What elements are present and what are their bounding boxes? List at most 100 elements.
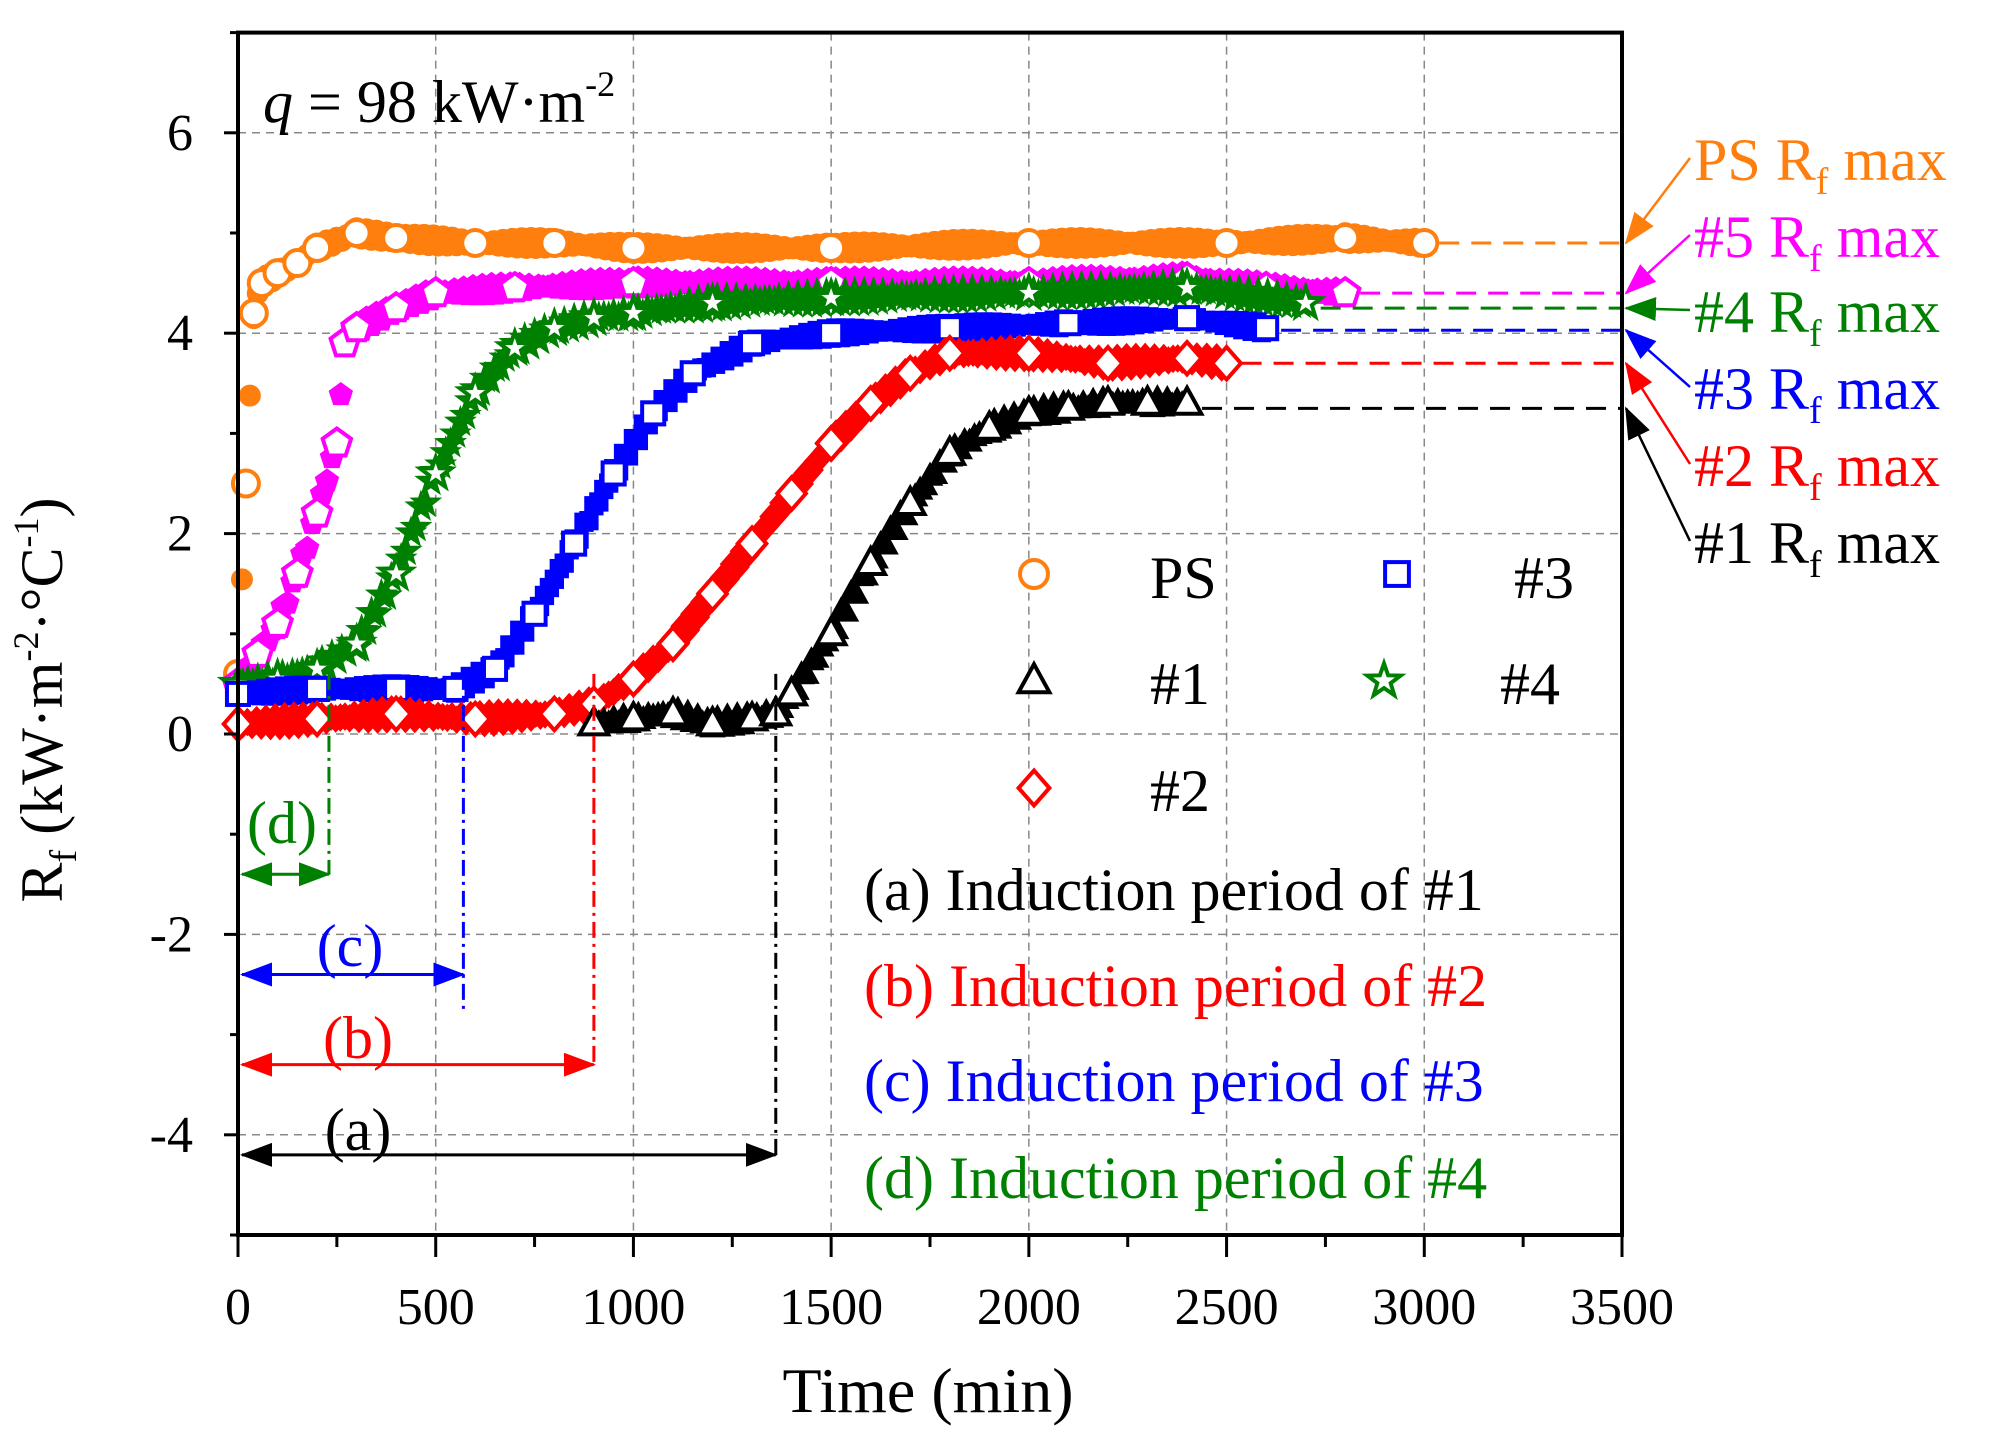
marker-circle xyxy=(1018,558,1050,590)
marker-star xyxy=(612,290,655,332)
marker-circle xyxy=(816,233,847,264)
marker-pentagon xyxy=(314,468,340,492)
y-tick-label: 6 xyxy=(167,105,193,162)
y-axis-title: Rf (kW·m-2·°C-1) xyxy=(6,498,85,903)
marker-triangle xyxy=(832,597,860,622)
marker-star xyxy=(389,533,423,566)
y-tick-label: 0 xyxy=(167,706,193,763)
marker-square xyxy=(442,675,469,702)
marker-diamond xyxy=(458,699,493,739)
induction-legend-text: (a) Induction period of #1 xyxy=(864,857,1484,923)
annotations: PS Rf max#5 Rf max#4 Rf max#3 Rf max#2 R… xyxy=(240,127,1947,1211)
induction-legend-text: (b) Induction period of #2 xyxy=(864,953,1487,1019)
marker-circle xyxy=(230,568,253,591)
induction-legend-text: (c) Induction period of #3 xyxy=(864,1048,1484,1114)
y-tick-label: -4 xyxy=(150,1107,193,1164)
marker-diamond xyxy=(616,659,651,699)
marker-square xyxy=(481,655,509,682)
marker-star xyxy=(691,280,734,322)
marker-triangle xyxy=(882,515,909,541)
x-tick-label: 3500 xyxy=(1570,1279,1674,1336)
legend-item: #2 xyxy=(1015,758,1210,824)
marker-diamond xyxy=(814,424,849,463)
marker-square xyxy=(628,430,649,451)
marker-diamond xyxy=(300,699,335,739)
x-tick-label: 1500 xyxy=(779,1279,883,1336)
marker-diamond xyxy=(735,524,770,563)
legend-item: #1 xyxy=(1015,651,1210,717)
axes: 0 500 1000 1500 2000 2500 3000 3500 -4 -2 0 2 4 6 xyxy=(150,30,1674,1336)
marker-diamond xyxy=(1011,333,1046,373)
marker-diamond xyxy=(1209,343,1244,383)
series-no3 xyxy=(224,305,1280,707)
marker-star xyxy=(493,325,537,367)
marker-square xyxy=(1055,310,1082,337)
y-tick-label: 4 xyxy=(167,305,193,362)
marker-star xyxy=(533,305,576,347)
marker-star xyxy=(1284,280,1327,322)
x-tick-label: 500 xyxy=(397,1279,475,1336)
marker-triangle xyxy=(1129,383,1166,416)
x-tick-label: 2500 xyxy=(1175,1279,1279,1336)
marker-square xyxy=(561,530,588,557)
marker-pentagon xyxy=(340,310,374,343)
rfmax-label: #3 Rf max xyxy=(1694,356,1940,432)
marker-star xyxy=(295,646,339,687)
series-layer xyxy=(216,217,1440,744)
marker-circle xyxy=(1330,223,1361,254)
marker-circle xyxy=(302,233,333,264)
marker-star xyxy=(374,551,418,592)
marker-diamond xyxy=(1170,338,1204,378)
marker-pentagon xyxy=(295,535,320,559)
induction-tag: (b) xyxy=(323,1005,393,1071)
induction-legend-text: (d) Induction period of #4 xyxy=(864,1145,1487,1211)
marker-triangle xyxy=(842,579,870,604)
legend-item: #3 xyxy=(1383,545,1574,611)
marker-diamond xyxy=(1090,343,1125,383)
rfmax-label: PS Rf max xyxy=(1694,127,1947,203)
marker-star xyxy=(809,275,853,317)
x-axis-title: Time (min) xyxy=(783,1355,1074,1426)
marker-triangle xyxy=(793,659,820,684)
marker-square xyxy=(600,460,627,487)
marker-triangle xyxy=(971,408,1007,441)
marker-pentagon xyxy=(379,290,413,323)
marker-diamond xyxy=(379,694,414,734)
marker-circle xyxy=(381,223,412,254)
marker-triangle xyxy=(694,704,731,737)
marker-triangle xyxy=(932,433,968,466)
marker-pentagon xyxy=(328,381,354,406)
marker-circle xyxy=(238,384,261,407)
marker-diamond xyxy=(656,624,690,664)
marker-triangle xyxy=(813,614,849,647)
marker-triangle xyxy=(734,699,770,732)
marker-diamond xyxy=(853,384,888,423)
marker-pentagon xyxy=(260,606,295,638)
rfmax-arrow xyxy=(1624,406,1692,542)
legend-label: #1 xyxy=(1150,651,1210,717)
rfmax-arrow xyxy=(1624,328,1691,388)
legend-label: PS xyxy=(1150,545,1217,611)
marker-star xyxy=(369,578,403,611)
marker-square xyxy=(1173,305,1201,332)
marker-circle xyxy=(1211,228,1242,259)
induction-tag: (a) xyxy=(325,1097,392,1163)
rfmax-arrow xyxy=(1624,361,1692,465)
legend: PS #1 #2 #3 #4 xyxy=(1015,545,1574,824)
marker-triangle xyxy=(853,543,889,577)
marker-star xyxy=(454,370,497,412)
marker-circle xyxy=(1013,228,1044,259)
series-no1 xyxy=(576,383,1205,738)
marker-star xyxy=(359,596,393,628)
marker-triangle xyxy=(615,699,652,732)
marker-square xyxy=(1253,315,1280,342)
marker-diamond xyxy=(932,333,967,373)
marker-square xyxy=(818,320,845,347)
marker-pentagon xyxy=(1328,275,1362,308)
marker-star xyxy=(448,397,482,430)
marker-circle xyxy=(238,298,269,329)
y-tick-label: -2 xyxy=(150,906,193,963)
y-tick-label: 2 xyxy=(167,506,193,563)
marker-triangle xyxy=(773,674,810,707)
x-tick-label: 0 xyxy=(225,1279,251,1336)
